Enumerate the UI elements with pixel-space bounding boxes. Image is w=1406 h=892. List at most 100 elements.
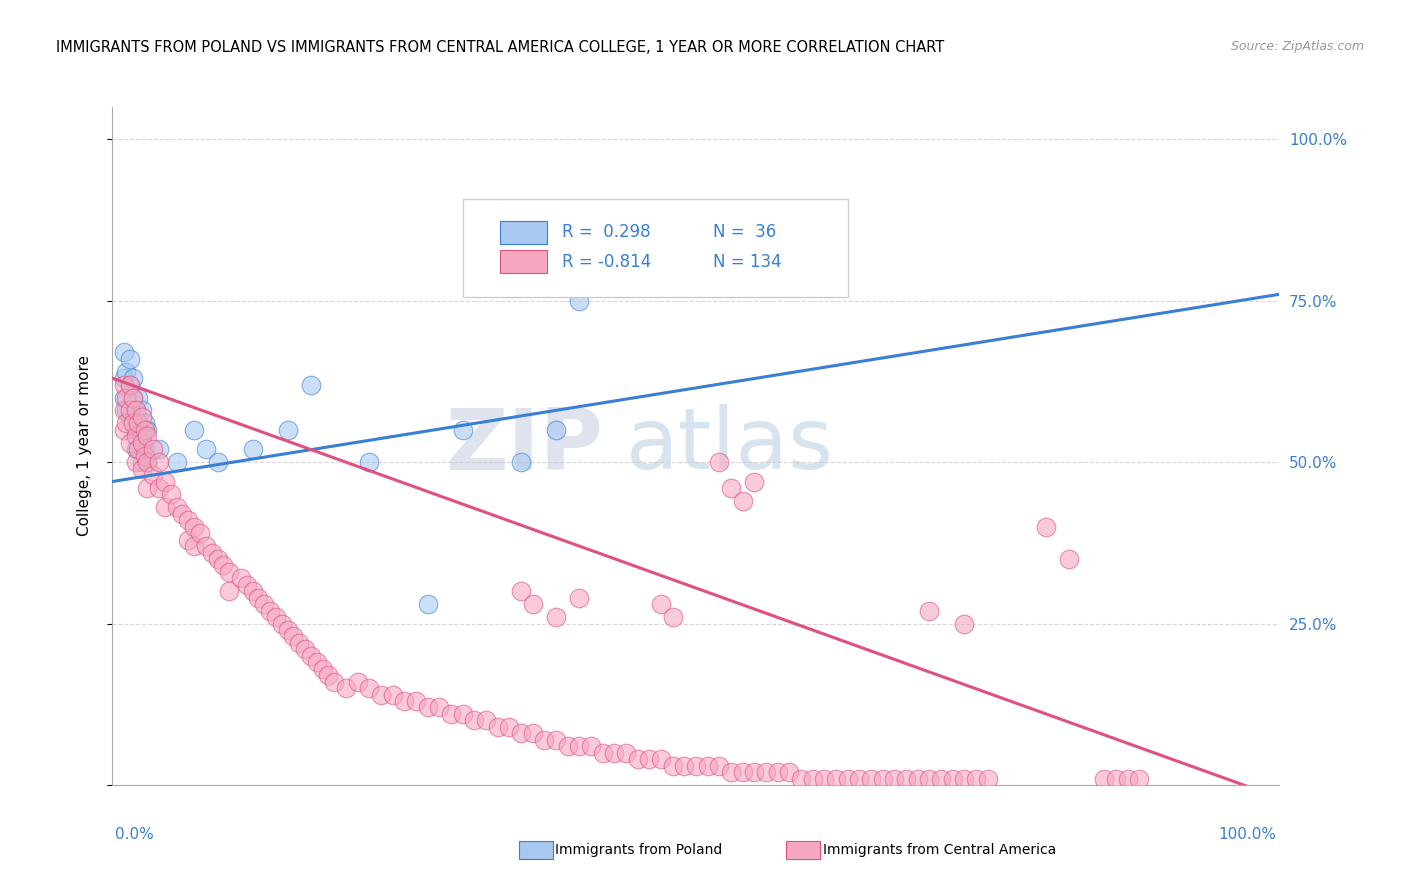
FancyBboxPatch shape xyxy=(463,199,848,297)
Point xyxy=(153,500,176,515)
Point xyxy=(311,662,333,676)
Point xyxy=(253,597,276,611)
Point xyxy=(755,765,778,780)
Text: R = -0.814: R = -0.814 xyxy=(562,252,651,270)
Point xyxy=(848,772,870,786)
Point xyxy=(533,732,555,747)
Point xyxy=(323,674,346,689)
Point xyxy=(127,423,149,437)
Point xyxy=(451,423,474,437)
Point xyxy=(142,468,165,483)
Point xyxy=(134,442,156,457)
Point xyxy=(522,726,544,740)
Point xyxy=(125,429,148,443)
Point xyxy=(790,772,813,786)
Point xyxy=(112,391,135,405)
Point xyxy=(131,455,153,469)
Point xyxy=(661,610,683,624)
Point xyxy=(283,630,305,644)
Point xyxy=(160,487,183,501)
Point xyxy=(544,423,567,437)
Point xyxy=(112,377,135,392)
Point xyxy=(731,765,754,780)
Point xyxy=(148,455,170,469)
Point xyxy=(359,681,381,695)
Point xyxy=(359,455,381,469)
Y-axis label: College, 1 year or more: College, 1 year or more xyxy=(77,356,91,536)
Point xyxy=(118,377,141,392)
Point xyxy=(825,772,848,786)
Point xyxy=(544,732,567,747)
Text: Immigrants from Central America: Immigrants from Central America xyxy=(823,843,1056,857)
Point xyxy=(127,391,149,405)
Point xyxy=(427,700,450,714)
Point xyxy=(522,597,544,611)
Point xyxy=(486,720,509,734)
Point xyxy=(122,391,145,405)
Point xyxy=(115,365,138,379)
Point xyxy=(929,772,952,786)
Point xyxy=(134,449,156,463)
Point xyxy=(1105,772,1128,786)
Point xyxy=(720,765,742,780)
Point xyxy=(270,616,292,631)
Point xyxy=(153,475,176,489)
Point xyxy=(125,403,148,417)
Point xyxy=(918,604,941,618)
Point xyxy=(259,604,281,618)
Point xyxy=(498,720,520,734)
Point xyxy=(299,377,322,392)
Point xyxy=(127,417,149,431)
Point xyxy=(166,455,188,469)
Point xyxy=(603,746,626,760)
Point xyxy=(883,772,905,786)
Point xyxy=(136,481,159,495)
Point xyxy=(183,539,205,553)
Point xyxy=(183,423,205,437)
Point xyxy=(557,739,579,754)
Point xyxy=(136,429,159,443)
Point xyxy=(744,475,766,489)
Point xyxy=(122,371,145,385)
Point xyxy=(685,758,707,772)
Point xyxy=(235,578,257,592)
Point xyxy=(276,623,298,637)
Point xyxy=(638,752,661,766)
Point xyxy=(346,674,368,689)
Point xyxy=(212,558,235,573)
Point xyxy=(134,423,156,437)
Point xyxy=(136,455,159,469)
Point xyxy=(177,513,200,527)
Point xyxy=(112,423,135,437)
Point xyxy=(976,772,998,786)
Point xyxy=(568,739,591,754)
Point xyxy=(131,429,153,443)
Point xyxy=(122,391,145,405)
FancyBboxPatch shape xyxy=(501,221,547,244)
Point xyxy=(118,351,141,366)
Text: 0.0%: 0.0% xyxy=(115,827,155,841)
Point xyxy=(115,391,138,405)
Text: N = 134: N = 134 xyxy=(713,252,782,270)
Point xyxy=(294,642,316,657)
Point xyxy=(136,423,159,437)
Point xyxy=(709,455,731,469)
Point xyxy=(568,293,591,308)
Point xyxy=(305,655,328,669)
Point xyxy=(118,409,141,424)
Point xyxy=(813,772,835,786)
Point xyxy=(112,371,135,385)
Point xyxy=(953,772,976,786)
Point xyxy=(661,758,683,772)
FancyBboxPatch shape xyxy=(501,250,547,273)
Point xyxy=(1116,772,1139,786)
Point xyxy=(463,714,485,728)
Point xyxy=(276,423,298,437)
Text: IMMIGRANTS FROM POLAND VS IMMIGRANTS FROM CENTRAL AMERICA COLLEGE, 1 YEAR OR MOR: IMMIGRANTS FROM POLAND VS IMMIGRANTS FRO… xyxy=(56,40,945,55)
Point xyxy=(127,442,149,457)
Point xyxy=(394,694,416,708)
Point xyxy=(509,584,531,599)
Point xyxy=(188,526,211,541)
Point xyxy=(766,765,789,780)
Point xyxy=(112,345,135,359)
